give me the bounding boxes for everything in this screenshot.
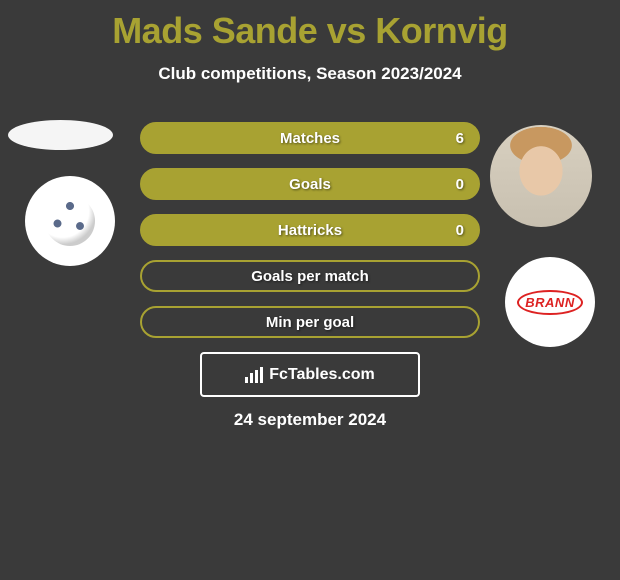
page-title: Mads Sande vs Kornvig	[0, 0, 620, 52]
club-right-logo: BRANN	[505, 257, 595, 347]
stat-label: Goals per match	[251, 268, 369, 285]
brann-label: BRANN	[517, 290, 582, 315]
football-icon	[45, 196, 95, 246]
stat-label: Min per goal	[266, 314, 354, 331]
player-left-avatar-placeholder	[8, 120, 113, 150]
stat-value: 6	[456, 130, 464, 147]
stat-bar-hattricks: Hattricks 0	[140, 214, 480, 246]
stat-bar-goals: Goals 0	[140, 168, 480, 200]
stat-label: Hattricks	[278, 222, 342, 239]
date-label: 24 september 2024	[0, 410, 620, 430]
brand-text: FcTables.com	[269, 366, 375, 384]
stat-bar-gpm: Goals per match	[140, 260, 480, 292]
stat-label: Matches	[280, 130, 340, 147]
stat-value: 0	[456, 176, 464, 193]
chart-icon	[245, 367, 263, 383]
stat-bars: Matches 6 Goals 0 Hattricks 0 Goals per …	[140, 122, 480, 352]
stat-label: Goals	[289, 176, 331, 193]
club-left-logo	[25, 176, 115, 266]
subtitle: Club competitions, Season 2023/2024	[0, 64, 620, 84]
stat-bar-matches: Matches 6	[140, 122, 480, 154]
face-placeholder-icon	[490, 125, 592, 227]
player-right-avatar	[490, 125, 592, 227]
stat-bar-mpg: Min per goal	[140, 306, 480, 338]
stat-value: 0	[456, 222, 464, 239]
brand-badge: FcTables.com	[200, 352, 420, 397]
